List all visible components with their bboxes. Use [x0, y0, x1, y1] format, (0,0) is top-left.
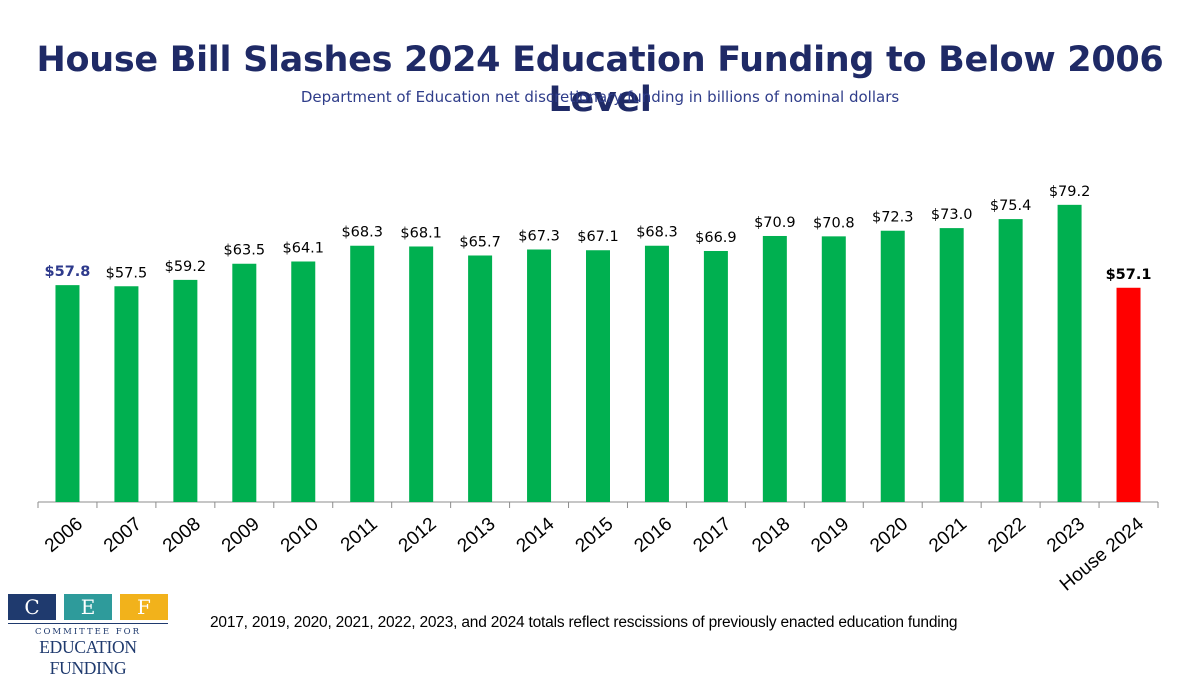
bar-2007 [114, 286, 139, 502]
data-label: $57.8 [45, 264, 91, 280]
data-label: $68.3 [636, 225, 678, 241]
data-label: $73.0 [931, 207, 973, 223]
x-tick-label: 2011 [337, 514, 382, 556]
data-label: $57.1 [1106, 267, 1152, 283]
bar-2013 [468, 255, 493, 502]
x-tick-label: 2008 [159, 514, 205, 557]
bar-2018 [762, 235, 787, 502]
data-label: $66.9 [695, 230, 737, 246]
bar-2012 [409, 246, 434, 502]
data-label: $59.2 [165, 259, 207, 275]
x-tick-label: 2017 [689, 514, 735, 557]
data-label: $63.5 [224, 243, 266, 259]
data-label: $67.1 [577, 229, 619, 245]
bar-2009 [232, 263, 257, 502]
data-label: $75.4 [990, 198, 1032, 214]
x-tick-label: 2006 [41, 514, 87, 557]
x-tick-label: 2021 [925, 514, 971, 557]
chart-subtitle: Department of Education net discretionar… [300, 88, 900, 106]
data-label: $70.8 [813, 215, 855, 231]
logo-letter-boxes: C E F [8, 594, 170, 620]
x-tick-label: 2010 [277, 514, 323, 557]
data-label: $79.2 [1049, 184, 1091, 200]
cef-logo: C E F COMMITTEE FOR EDUCATION FUNDING [8, 594, 170, 678]
bar-2010 [291, 261, 316, 502]
x-tick-label: 2019 [807, 514, 853, 557]
bar-2021 [939, 228, 964, 502]
logo-line-education-funding: EDUCATION FUNDING [39, 637, 137, 678]
data-label: $72.3 [872, 210, 914, 226]
logo-letter-c: C [8, 594, 56, 620]
bar-house-2024 [1116, 287, 1141, 502]
bar-2015 [586, 250, 610, 502]
data-label: $65.7 [459, 234, 501, 250]
x-tick-label: 2007 [100, 514, 146, 557]
chart-title: House Bill Slashes 2024 Education Fundin… [36, 40, 1164, 120]
bar-2006 [55, 285, 80, 502]
logo-divider [8, 623, 168, 624]
logo-letter-f: F [120, 594, 168, 620]
x-tick-label: 2009 [218, 514, 264, 557]
x-tick-label: 2016 [630, 514, 676, 557]
bar-2008 [173, 279, 198, 502]
bar-2011 [350, 245, 375, 502]
bar-2019 [821, 236, 846, 502]
bar-2017 [703, 250, 728, 502]
x-tick-label: 2015 [572, 514, 618, 557]
chart-footnote: 2017, 2019, 2020, 2021, 2022, 2023, and … [210, 614, 958, 631]
bar-2022 [998, 219, 1023, 503]
x-tick-label: 2022 [984, 514, 1030, 557]
x-tick-label: 2018 [748, 514, 794, 557]
x-tick-label: 2020 [866, 514, 912, 557]
x-tick-label: 2014 [513, 513, 559, 557]
x-tick-label: 2023 [1043, 514, 1089, 557]
logo-line-committee: COMMITTEE FOR [34, 627, 142, 637]
x-tick-label: 2013 [454, 514, 500, 557]
data-label: $57.5 [106, 265, 148, 281]
bar-2016 [644, 245, 669, 502]
data-label: $70.9 [754, 215, 796, 231]
data-label: $64.1 [283, 240, 325, 256]
x-tick-label: 2012 [395, 514, 441, 557]
bar-2014 [527, 249, 552, 502]
data-label: $67.3 [518, 228, 560, 244]
logo-letter-e: E [64, 594, 112, 620]
bar-2020 [880, 230, 905, 502]
data-label: $68.1 [400, 225, 442, 241]
data-label: $68.3 [341, 225, 383, 241]
bar-2023 [1057, 204, 1082, 502]
